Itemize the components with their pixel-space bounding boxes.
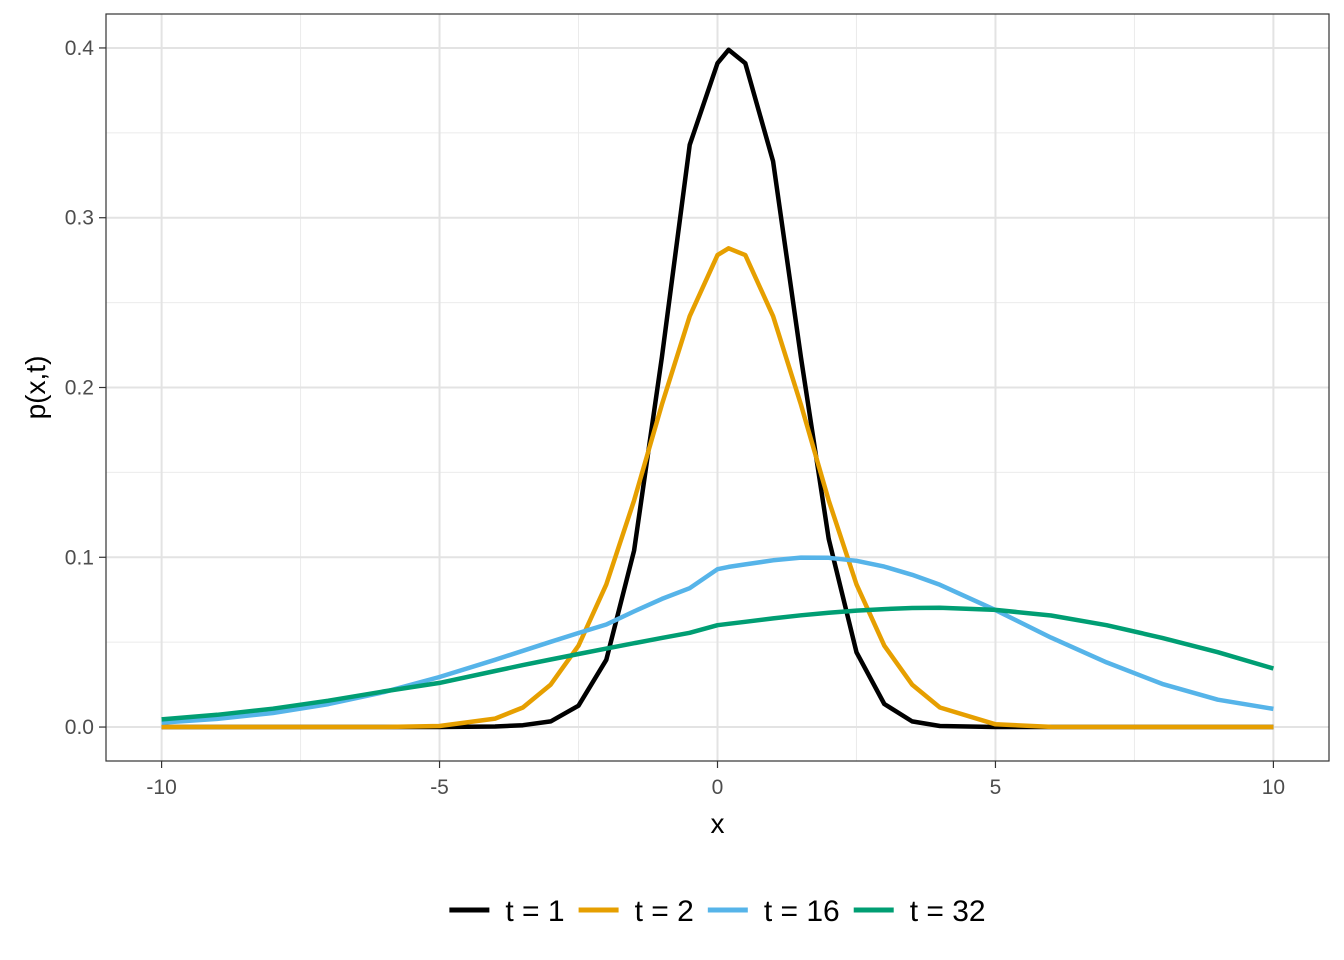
y-tick-label: 0.4 (65, 37, 95, 60)
x-tick-label: 0 (712, 776, 724, 799)
legend: t = 1 t = 2 t = 16 t = 32 (449, 895, 986, 928)
y-tick-label: 0.2 (65, 377, 94, 400)
y-axis-title: p(x,t) (20, 356, 51, 420)
x-tick-label: -5 (430, 776, 449, 799)
series-line-3 (161, 555, 1274, 725)
legend-label: t = 1 (505, 895, 564, 928)
legend-item-2: t = 2 (578, 895, 694, 928)
y-axis-ticks: 0.0 0.1 0.2 0.3 0.4 (65, 37, 106, 739)
series-line-4 (161, 605, 1275, 722)
series-line-2 (161, 246, 1274, 730)
y-tick-label: 0.1 (65, 546, 94, 569)
y-tick-label: 0.0 (65, 716, 94, 739)
legend-item-4: t = 32 (853, 895, 986, 928)
major-gridlines (106, 14, 1329, 761)
x-tick-label: -10 (146, 776, 176, 799)
y-tick-label: 0.3 (65, 207, 94, 230)
series-lines (161, 47, 1275, 730)
legend-item-1: t = 1 (449, 895, 565, 928)
legend-label: t = 2 (635, 895, 694, 928)
x-axis-title: x (711, 808, 725, 839)
x-axis-ticks: -10 -5 0 5 10 (146, 761, 1285, 799)
legend-label: t = 32 (910, 895, 986, 928)
x-tick-label: 5 (990, 776, 1002, 799)
legend-item-3: t = 16 (707, 895, 840, 928)
x-tick-label: 10 (1262, 776, 1285, 799)
legend-label: t = 16 (764, 895, 840, 928)
